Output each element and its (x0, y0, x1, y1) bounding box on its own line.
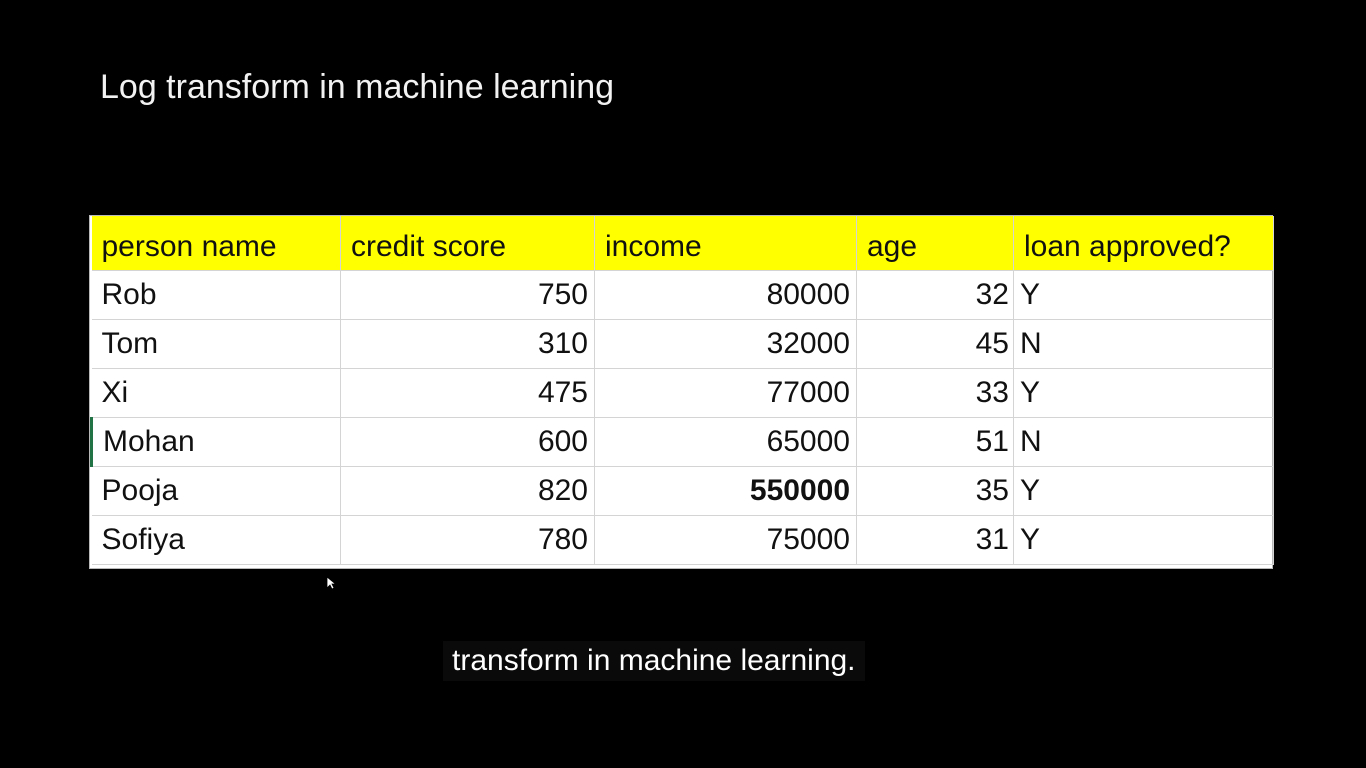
cell-person-name[interactable]: Tom (91, 319, 341, 369)
column-header-income[interactable]: income (594, 216, 857, 271)
cell-age[interactable]: 51 (856, 417, 1014, 467)
cell-loan-approved[interactable]: Y (1013, 368, 1274, 418)
column-header-credit-score[interactable]: credit score (340, 216, 595, 271)
cell-loan-approved[interactable]: Y (1013, 270, 1274, 320)
cell-person-name[interactable]: Mohan (90, 417, 341, 467)
cell-income[interactable]: 65000 (594, 417, 857, 467)
cell-loan-approved[interactable]: N (1013, 417, 1274, 467)
cell-person-name[interactable]: Sofiya (91, 515, 341, 565)
table-row: Pooja 820 550000 35 Y (91, 466, 1274, 516)
cell-credit-score[interactable]: 820 (340, 466, 595, 516)
column-header-person-name[interactable]: person name (91, 216, 341, 271)
cell-credit-score[interactable]: 780 (340, 515, 595, 565)
cell-income[interactable]: 77000 (594, 368, 857, 418)
table-row: Mohan 600 65000 51 N (90, 417, 1274, 467)
spreadsheet-table: person name credit score income age loan… (89, 215, 1274, 569)
cell-credit-score[interactable]: 475 (340, 368, 595, 418)
cell-loan-approved[interactable]: Y (1013, 515, 1274, 565)
cell-person-name[interactable]: Rob (91, 270, 341, 320)
column-header-age[interactable]: age (856, 216, 1014, 271)
slide-title: Log transform in machine learning (100, 68, 615, 106)
table-row: Xi 475 77000 33 Y (91, 368, 1274, 418)
table-row: Tom 310 32000 45 N (91, 319, 1274, 369)
cell-income-outlier[interactable]: 550000 (594, 466, 857, 516)
column-header-loan-approved[interactable]: loan approved? (1013, 216, 1274, 271)
cell-person-name[interactable]: Xi (91, 368, 341, 418)
mouse-pointer-icon (326, 576, 336, 590)
cell-loan-approved[interactable]: N (1013, 319, 1274, 369)
cell-age[interactable]: 31 (856, 515, 1014, 565)
cell-income[interactable]: 75000 (594, 515, 857, 565)
cell-loan-approved[interactable]: Y (1013, 466, 1274, 516)
data-table: person name credit score income age loan… (90, 216, 1274, 565)
cell-income[interactable]: 32000 (594, 319, 857, 369)
cell-age[interactable]: 33 (856, 368, 1014, 418)
cell-credit-score[interactable]: 750 (340, 270, 595, 320)
cell-age[interactable]: 35 (856, 466, 1014, 516)
cell-age[interactable]: 45 (856, 319, 1014, 369)
cell-credit-score[interactable]: 310 (340, 319, 595, 369)
cell-person-name[interactable]: Pooja (91, 466, 341, 516)
cell-age[interactable]: 32 (856, 270, 1014, 320)
cell-credit-score[interactable]: 600 (340, 417, 595, 467)
video-caption: transform in machine learning. (443, 641, 865, 681)
table-header-row: person name credit score income age loan… (91, 216, 1274, 271)
table-row: Rob 750 80000 32 Y (91, 270, 1274, 320)
cell-income[interactable]: 80000 (594, 270, 857, 320)
table-row: Sofiya 780 75000 31 Y (91, 515, 1274, 565)
